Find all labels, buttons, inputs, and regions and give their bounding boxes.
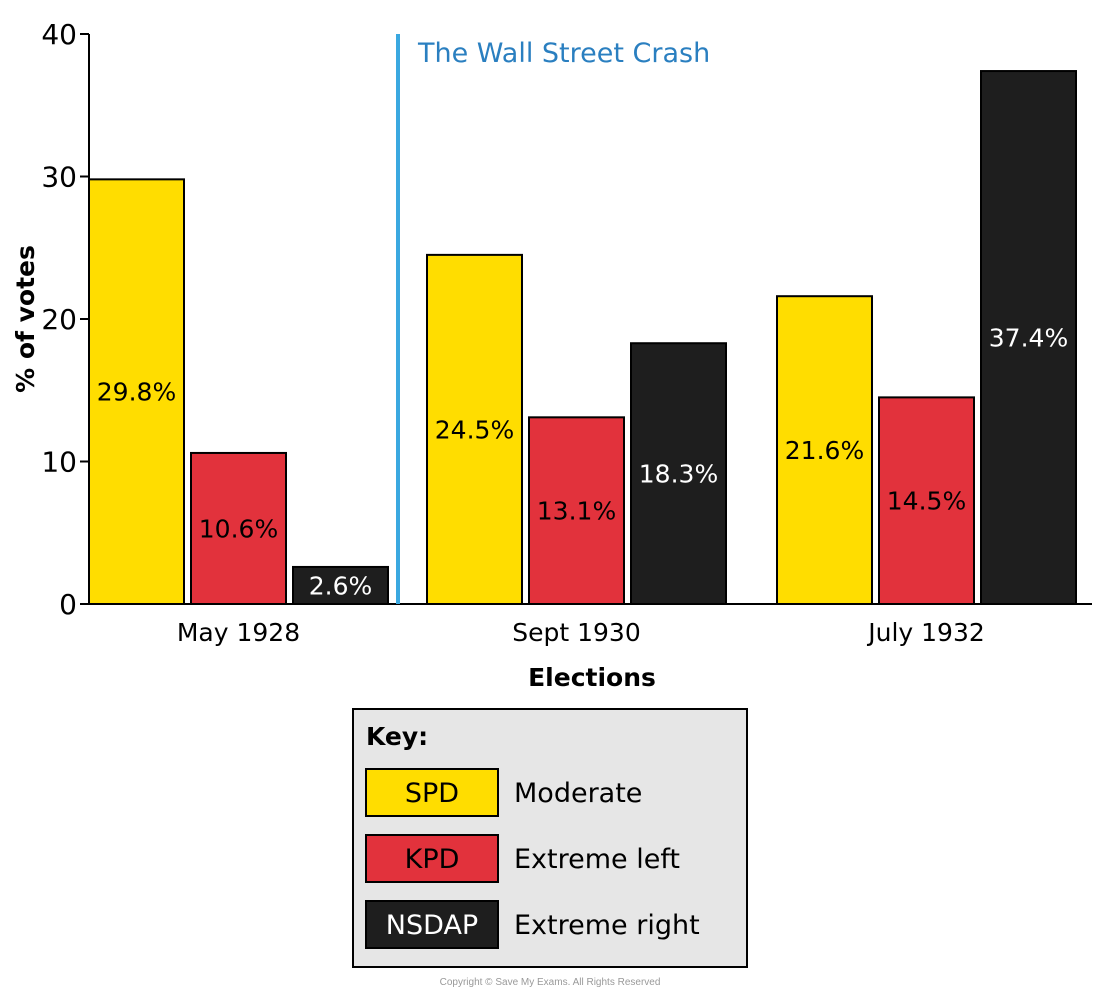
data-label: 14.5% xyxy=(887,487,966,516)
y-tick-label: 10 xyxy=(41,446,77,479)
legend-party-label: NSDAP xyxy=(386,910,478,941)
data-label: 37.4% xyxy=(989,324,1068,353)
legend-title: Key: xyxy=(366,722,428,751)
y-tick-label: 20 xyxy=(41,303,77,336)
bar-nsdap xyxy=(292,565,389,606)
data-label: 18.3% xyxy=(639,460,718,489)
legend-description: Moderate xyxy=(514,778,642,809)
bar-kpd xyxy=(190,451,287,606)
data-label: 13.1% xyxy=(537,497,616,526)
bar-nsdap xyxy=(630,342,727,605)
y-tick-label: 40 xyxy=(41,18,77,51)
data-label: 2.6% xyxy=(309,571,373,600)
y-tick-label: 30 xyxy=(41,161,77,194)
bar-spd xyxy=(88,178,185,605)
bar-spd xyxy=(776,295,873,605)
legend-swatch-spd xyxy=(365,768,499,817)
x-tick-label: July 1932 xyxy=(866,618,985,647)
copyright-text: Copyright © Save My Exams. All Rights Re… xyxy=(439,977,661,988)
x-tick-label: May 1928 xyxy=(177,618,300,647)
x-axis-label: Elections xyxy=(528,663,656,692)
bar-spd xyxy=(426,253,523,605)
y-tick-label: 0 xyxy=(59,588,77,621)
bar-kpd xyxy=(878,396,975,605)
legend-description: Extreme right xyxy=(514,910,700,941)
annotation-label: The Wall Street Crash xyxy=(417,38,710,69)
legend-party-label: SPD xyxy=(405,778,459,809)
legend-party-label: KPD xyxy=(405,844,460,875)
bar-nsdap xyxy=(980,70,1077,606)
data-label: 10.6% xyxy=(199,514,278,543)
legend-swatch-kpd xyxy=(365,834,499,883)
data-label: 21.6% xyxy=(785,436,864,465)
y-axis-label: % of votes xyxy=(11,245,40,393)
legend-swatch-nsdap xyxy=(365,900,499,949)
legend-description: Extreme left xyxy=(514,844,680,875)
data-label: 24.5% xyxy=(435,415,514,444)
bar-kpd xyxy=(528,416,625,606)
x-tick-label: Sept 1930 xyxy=(512,618,641,647)
data-label: 29.8% xyxy=(97,378,176,407)
